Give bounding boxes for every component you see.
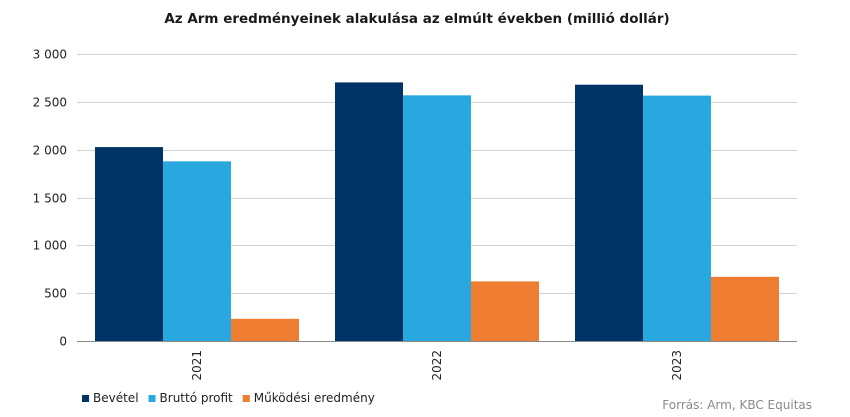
legend-label: Bruttó profit	[160, 391, 234, 405]
y-tick-label: 0	[59, 335, 67, 349]
chart-title: Az Arm eredményeinek alakulása az elmúlt…	[164, 11, 669, 27]
y-tick-label: 500	[44, 287, 67, 301]
bar	[575, 84, 644, 342]
x-tick-label: 2022	[430, 350, 444, 381]
bar	[470, 281, 539, 341]
legend-swatch	[148, 395, 156, 402]
bar	[643, 95, 711, 342]
legend-swatch	[82, 395, 89, 402]
bar	[403, 95, 471, 341]
bar	[95, 147, 164, 341]
legend-label: Bevétel	[93, 391, 139, 405]
x-tick-label: 2021	[190, 350, 204, 381]
x-tick-label: 2023	[670, 350, 684, 381]
bars	[95, 82, 779, 342]
y-tick-label: 3 000	[33, 48, 67, 62]
y-tick-label: 2 500	[33, 96, 67, 110]
bar	[163, 161, 231, 341]
y-tick-label: 1 000	[33, 239, 67, 253]
bar	[335, 82, 404, 342]
bar	[230, 318, 299, 341]
source-note: Forrás: Arm, KBC Equitas	[662, 398, 812, 412]
bar	[710, 276, 779, 341]
x-axis-ticks: 2021 2022 2023	[190, 350, 684, 381]
legend: Bevétel Bruttó profit Működési eredmény	[82, 391, 375, 405]
y-axis-ticks: 0 500 1 000 1 500 2 000 2 500 3 000	[33, 48, 67, 349]
y-tick-label: 1 500	[33, 192, 67, 206]
legend-label: Működési eredmény	[254, 391, 375, 405]
legend-swatch	[242, 395, 250, 402]
y-tick-label: 2 000	[33, 144, 67, 158]
